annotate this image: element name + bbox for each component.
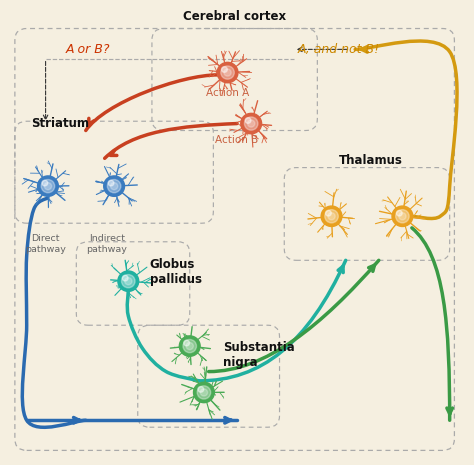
Circle shape [399, 213, 406, 220]
Circle shape [245, 118, 251, 123]
Circle shape [121, 274, 135, 288]
Text: Indirect
pathway: Indirect pathway [87, 234, 128, 254]
Text: Globus
pallidus: Globus pallidus [150, 258, 201, 286]
Circle shape [125, 278, 132, 285]
Text: Thalamus: Thalamus [338, 154, 402, 167]
Circle shape [328, 213, 335, 220]
Circle shape [325, 210, 338, 223]
Text: Cerebral cortex: Cerebral cortex [183, 10, 286, 23]
Circle shape [184, 340, 190, 346]
Circle shape [217, 62, 238, 83]
Circle shape [179, 336, 200, 356]
Circle shape [392, 206, 413, 226]
Circle shape [245, 117, 258, 130]
Text: Direct
pathway: Direct pathway [25, 234, 66, 254]
Text: Action A: Action A [206, 88, 249, 99]
Circle shape [201, 389, 208, 396]
Circle shape [108, 179, 121, 193]
Circle shape [37, 176, 58, 196]
Circle shape [183, 339, 197, 353]
Text: A, and not B!: A, and not B! [298, 43, 380, 56]
Circle shape [104, 176, 125, 196]
Circle shape [193, 382, 214, 403]
Circle shape [247, 120, 255, 127]
Text: Substantia
nigra: Substantia nigra [223, 341, 294, 369]
Circle shape [44, 183, 52, 190]
Circle shape [221, 66, 228, 73]
Circle shape [122, 275, 128, 281]
Circle shape [221, 66, 234, 79]
Circle shape [110, 183, 118, 190]
Circle shape [396, 210, 409, 223]
Circle shape [241, 113, 262, 134]
Circle shape [326, 210, 331, 216]
Text: Striatum: Striatum [31, 117, 89, 130]
Circle shape [321, 206, 342, 226]
Circle shape [41, 179, 55, 193]
Circle shape [224, 69, 231, 76]
Circle shape [396, 210, 402, 216]
Circle shape [42, 180, 48, 186]
Circle shape [108, 180, 114, 186]
Circle shape [198, 386, 204, 392]
Circle shape [118, 271, 139, 292]
Circle shape [186, 343, 193, 350]
Circle shape [197, 386, 210, 399]
Text: Action B: Action B [215, 135, 259, 145]
Text: A or B?: A or B? [66, 43, 110, 56]
